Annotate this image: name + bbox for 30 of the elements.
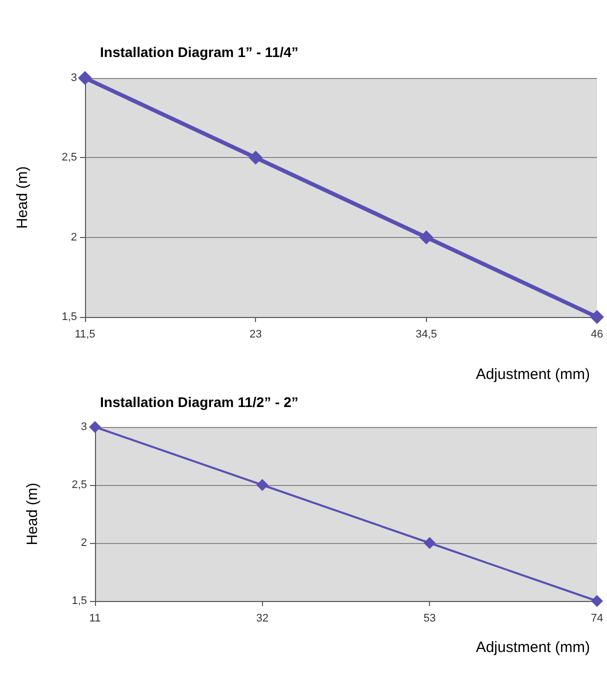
y-axis-title: Head (m) (24, 482, 41, 546)
x-tick-label: 34,5 (416, 328, 438, 340)
x-tick-label: 53 (424, 612, 436, 624)
y-tick-label: 1,5 (72, 595, 87, 607)
x-tick-label: 11 (89, 612, 101, 624)
x-tick-label: 32 (256, 612, 268, 624)
x-axis-title: Adjustment (mm) (476, 639, 590, 656)
y-tick-label: 3 (70, 72, 77, 84)
chart-title: Installation Diagram 1” - 11/4” (100, 44, 298, 60)
y-tick-label: 1,5 (62, 311, 77, 323)
x-tick-label: 23 (250, 328, 262, 340)
x-tick-label: 11,5 (74, 328, 96, 340)
chart-title: Installation Diagram 11/2” - 2” (100, 394, 298, 410)
x-tick-label: 46 (590, 328, 604, 340)
y-tick-label: 2 (70, 231, 77, 244)
point (89, 421, 101, 433)
x-tick-label: 74 (590, 612, 604, 624)
point (590, 310, 604, 324)
x-axis-title: Adjustment (mm) (476, 366, 590, 383)
point (78, 71, 92, 85)
y-tick-label: 2,5 (72, 479, 87, 491)
point (419, 230, 434, 244)
point (248, 150, 263, 165)
y-tick-label: 2 (80, 537, 87, 549)
point (424, 537, 436, 549)
y-tick-label: 2,5 (62, 152, 77, 164)
point (591, 595, 603, 607)
point (256, 479, 268, 491)
y-axis-title: Head (m) (14, 166, 31, 229)
y-tick-label: 3 (80, 421, 87, 433)
